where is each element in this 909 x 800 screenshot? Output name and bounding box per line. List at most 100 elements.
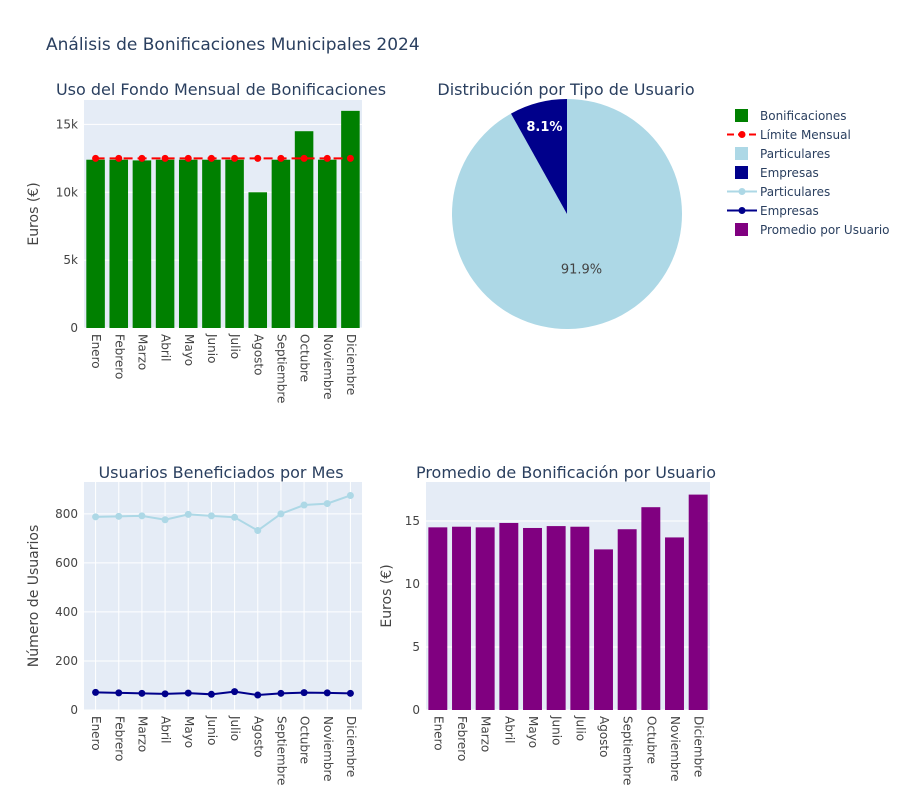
series-point[interactable] <box>277 154 285 162</box>
legend-item-5[interactable]: Empresas <box>727 204 819 218</box>
series-point[interactable] <box>161 516 169 524</box>
bar-abril[interactable] <box>499 522 519 710</box>
bar-julio[interactable] <box>570 526 590 710</box>
bar-enero[interactable] <box>86 159 105 328</box>
series-point[interactable] <box>323 154 331 162</box>
y-tick-label: 15k <box>56 117 78 131</box>
x-tick-label: Junio <box>205 333 219 363</box>
series-point[interactable] <box>207 690 215 698</box>
series-point[interactable] <box>277 510 285 518</box>
pie-label: 8.1% <box>526 120 562 135</box>
bar-abril[interactable] <box>155 159 175 328</box>
series-point[interactable] <box>138 689 146 697</box>
series-point[interactable] <box>92 513 100 521</box>
series-point[interactable] <box>92 688 100 696</box>
series-line-empresas[interactable] <box>95 690 351 697</box>
series-point[interactable] <box>254 691 262 699</box>
bar-marzo[interactable] <box>132 160 152 328</box>
x-tick-label: Junio <box>205 715 219 745</box>
pie-label: 91.9% <box>561 263 602 278</box>
series-point[interactable] <box>231 688 239 696</box>
x-tick-label: Diciembre <box>344 716 358 777</box>
x-tick-label: Septiembre <box>274 334 288 403</box>
x-tick-label: Noviembre <box>321 334 335 400</box>
series-point[interactable] <box>115 512 123 520</box>
series-point[interactable] <box>277 689 285 697</box>
legend-swatch <box>735 166 748 179</box>
series-point[interactable] <box>138 512 146 520</box>
legend-label: Bonificaciones <box>760 109 847 123</box>
pie-slice-empresas[interactable] <box>510 99 567 214</box>
figure-title: Análisis de Bonificaciones Municipales 2… <box>46 35 420 55</box>
series-point[interactable] <box>346 689 354 697</box>
series-point[interactable] <box>92 154 100 162</box>
x-tick-label: Febrero <box>112 334 126 379</box>
bar-mayo[interactable] <box>178 159 198 328</box>
series-point[interactable] <box>231 513 239 521</box>
series-point[interactable] <box>323 500 331 508</box>
plot-area <box>84 100 362 328</box>
bar-febrero[interactable] <box>452 526 471 710</box>
bar-octubre[interactable] <box>641 507 661 710</box>
series-point[interactable] <box>254 527 262 535</box>
x-tick-label: Mayo <box>526 716 540 748</box>
x-tick-label: Junio <box>550 715 564 745</box>
series-point[interactable] <box>300 689 308 697</box>
series-point[interactable] <box>115 154 123 162</box>
bar-octubre[interactable] <box>294 131 314 328</box>
panel-0: 0 5k 10k 15k Enero Febrero Marzo Abril Mayo Junio… <box>26 80 386 403</box>
x-tick-label: Julio <box>228 333 242 359</box>
x-tick-label: Mayo <box>182 716 196 748</box>
legend[interactable]: Bonificaciones Límite Mensual Particulares… <box>727 109 890 237</box>
legend-marker <box>738 188 746 195</box>
legend-item-6[interactable]: Promedio por Usuario <box>735 223 890 237</box>
x-tick-label: Enero <box>89 716 103 751</box>
series-point[interactable] <box>254 154 262 162</box>
bar-septiembre[interactable] <box>617 529 637 710</box>
legend-marker <box>738 207 746 214</box>
series-point[interactable] <box>300 501 308 509</box>
series-point[interactable] <box>323 689 331 697</box>
bar-agosto[interactable] <box>248 192 268 328</box>
subplot-title: Uso del Fondo Mensual de Bonificaciones <box>56 80 386 99</box>
bar-junio[interactable] <box>546 526 566 710</box>
legend-item-3[interactable]: Empresas <box>735 166 819 180</box>
bar-diciembre[interactable] <box>341 110 360 328</box>
series-point[interactable] <box>184 154 192 162</box>
x-tick-label: Agosto <box>597 716 611 757</box>
bar-agosto[interactable] <box>594 549 613 710</box>
series-point[interactable] <box>161 690 169 698</box>
series-point[interactable] <box>184 689 192 697</box>
bar-junio[interactable] <box>202 159 221 328</box>
series-point[interactable] <box>161 154 169 162</box>
legend-swatch <box>735 147 748 160</box>
panel-3: 0 5 10 15 Enero Febrero Marzo Abril Mayo Junio Jul… <box>379 463 716 785</box>
y-tick-label: 0 <box>412 703 420 717</box>
bar-julio[interactable] <box>225 159 244 328</box>
series-point[interactable] <box>207 154 215 162</box>
legend-item-1[interactable]: Límite Mensual <box>727 128 851 142</box>
series-point[interactable] <box>138 154 146 162</box>
y-tick-label: 5 <box>412 640 420 654</box>
bar-enero[interactable] <box>428 527 448 710</box>
series-point[interactable] <box>184 510 192 518</box>
series-line-particulares[interactable] <box>95 494 351 532</box>
series-point[interactable] <box>346 154 354 162</box>
bar-mayo[interactable] <box>523 527 542 710</box>
series-point[interactable] <box>231 154 239 162</box>
series-point[interactable] <box>300 154 308 162</box>
bar-noviembre[interactable] <box>317 159 337 328</box>
bar-septiembre[interactable] <box>271 159 291 328</box>
series-point[interactable] <box>115 689 123 697</box>
legend-item-0[interactable]: Bonificaciones <box>735 109 847 123</box>
bar-marzo[interactable] <box>475 527 495 710</box>
series-point[interactable] <box>207 512 215 520</box>
bar-noviembre[interactable] <box>665 537 684 710</box>
y-tick-label: 600 <box>55 556 78 570</box>
legend-item-4[interactable]: Particulares <box>727 185 830 199</box>
bar-diciembre[interactable] <box>688 494 708 710</box>
legend-item-2[interactable]: Particulares <box>735 147 830 161</box>
panel-pie: 91.9% 8.1% Distribución por Tipo de Usuari… <box>437 80 695 329</box>
series-point[interactable] <box>346 491 354 499</box>
bar-febrero[interactable] <box>109 159 129 328</box>
